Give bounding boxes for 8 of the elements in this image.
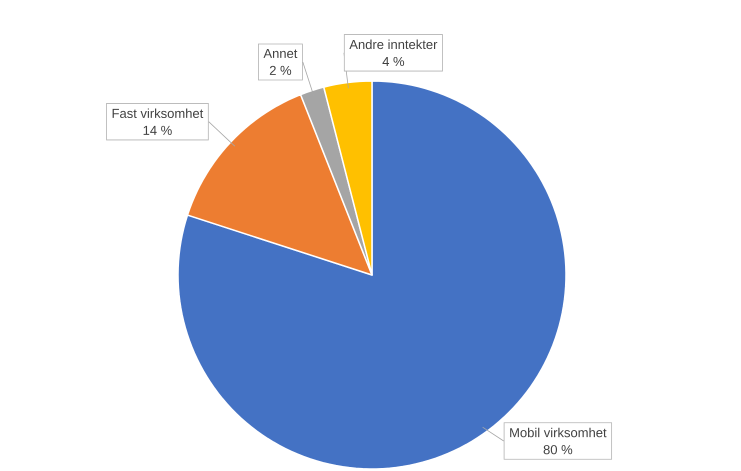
slice-label: Fast virksomhet xyxy=(112,108,204,118)
data-label: 4 % xyxy=(382,56,404,66)
slice-label: Annet xyxy=(263,48,298,58)
data-label: 14 % xyxy=(144,126,172,135)
data-label: 80 % xyxy=(544,445,572,454)
slice-label: Mobil virksomhet xyxy=(510,428,607,438)
slice-label: Andre inntekter xyxy=(349,40,438,50)
data-label: 2 % xyxy=(270,66,292,76)
